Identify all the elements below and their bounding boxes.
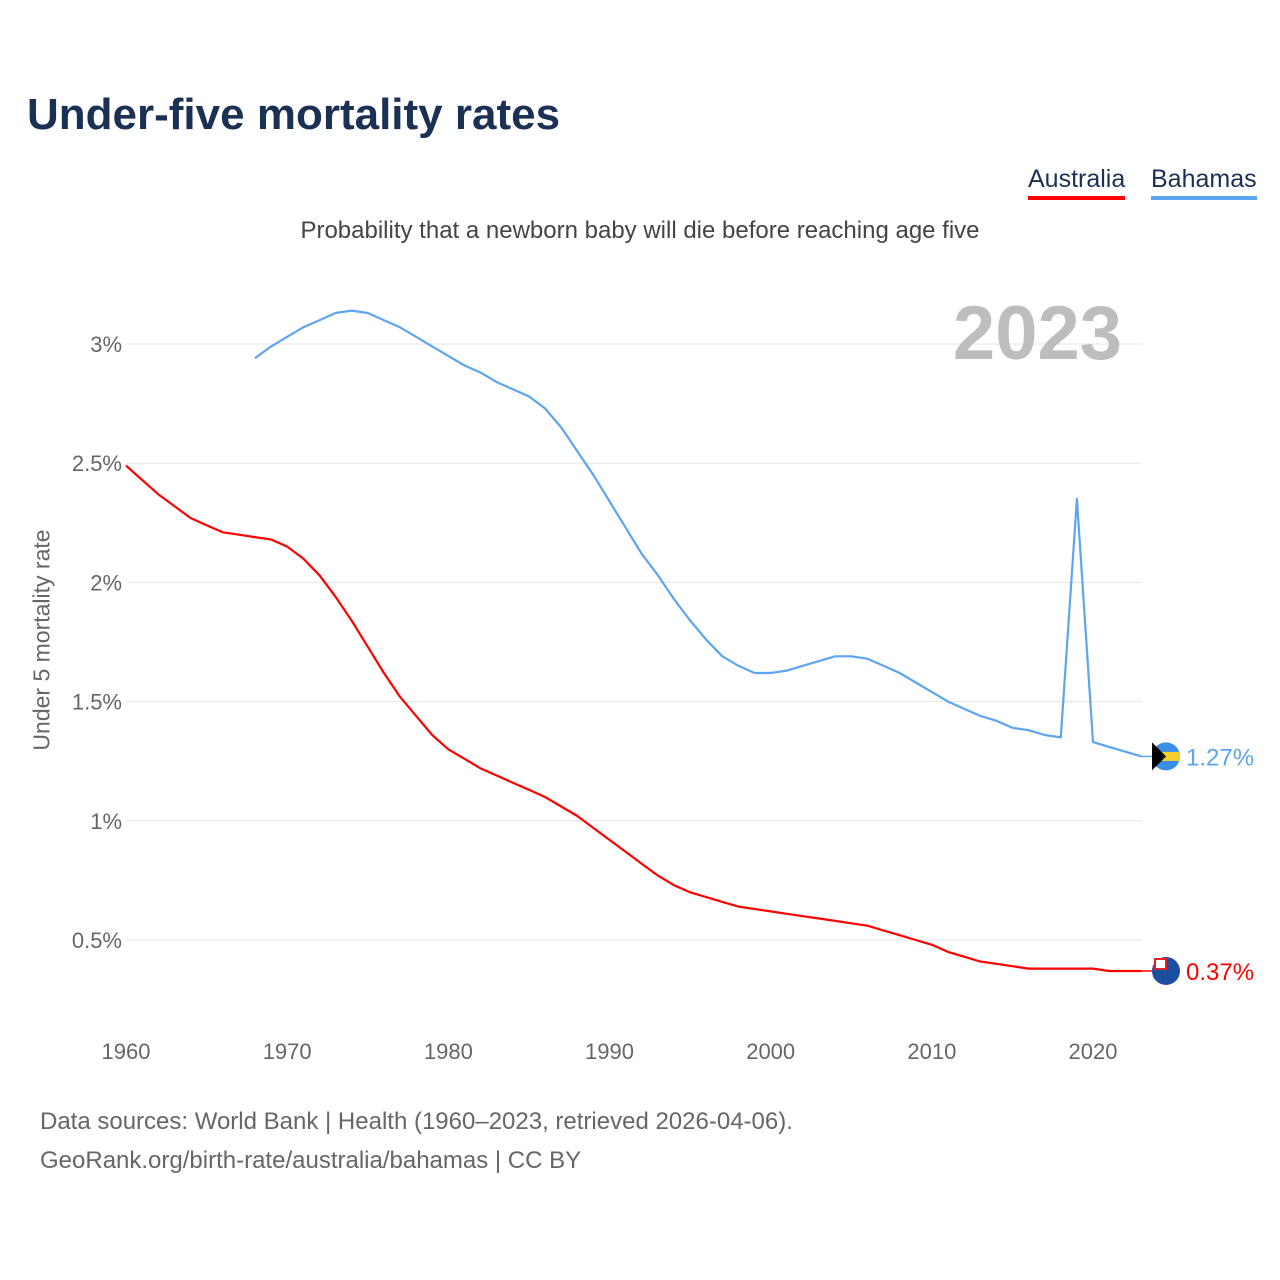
chart-subtitle: Probability that a newborn baby will die… — [300, 217, 980, 244]
source-line: Data sources: World Bank | Health (1960–… — [40, 1108, 793, 1135]
flag-union — [1154, 957, 1167, 970]
x-tick-label: 1970 — [263, 1039, 312, 1064]
year-label: 2023 — [952, 291, 1122, 376]
x-tick-label: 2020 — [1069, 1039, 1118, 1064]
x-tick-label: 1960 — [102, 1039, 151, 1064]
flag-triangle — [1152, 742, 1166, 771]
x-tick-label: 1980 — [424, 1039, 473, 1064]
x-tick-label: 1990 — [585, 1039, 634, 1064]
y-tick-label: 2% — [90, 570, 122, 595]
y-axis-label: Under 5 mortality rate — [28, 529, 55, 751]
y-tick-label: 1.5% — [72, 690, 122, 715]
series-line-australia — [125, 464, 1142, 973]
y-tick-label: 1% — [90, 809, 122, 834]
legend-bahamas[interactable]: Bahamas — [1151, 165, 1257, 200]
y-tick-label: 3% — [90, 332, 122, 357]
series-line-bahamas — [254, 309, 1142, 758]
end-value-label: 0.37% — [1186, 959, 1254, 986]
legend-australia[interactable]: Australia — [1028, 165, 1126, 200]
y-tick-label: 2.5% — [72, 451, 122, 476]
x-tick-label: 2010 — [907, 1039, 956, 1064]
chart-title: Under-five mortality rates — [27, 90, 561, 139]
y-tick-label: 0.5% — [72, 928, 122, 953]
x-tick-label: 2000 — [746, 1039, 795, 1064]
source-url[interactable]: GeoRank.org/birth-rate/australia/bahamas… — [40, 1147, 582, 1174]
end-value-label: 1.27% — [1186, 744, 1254, 771]
